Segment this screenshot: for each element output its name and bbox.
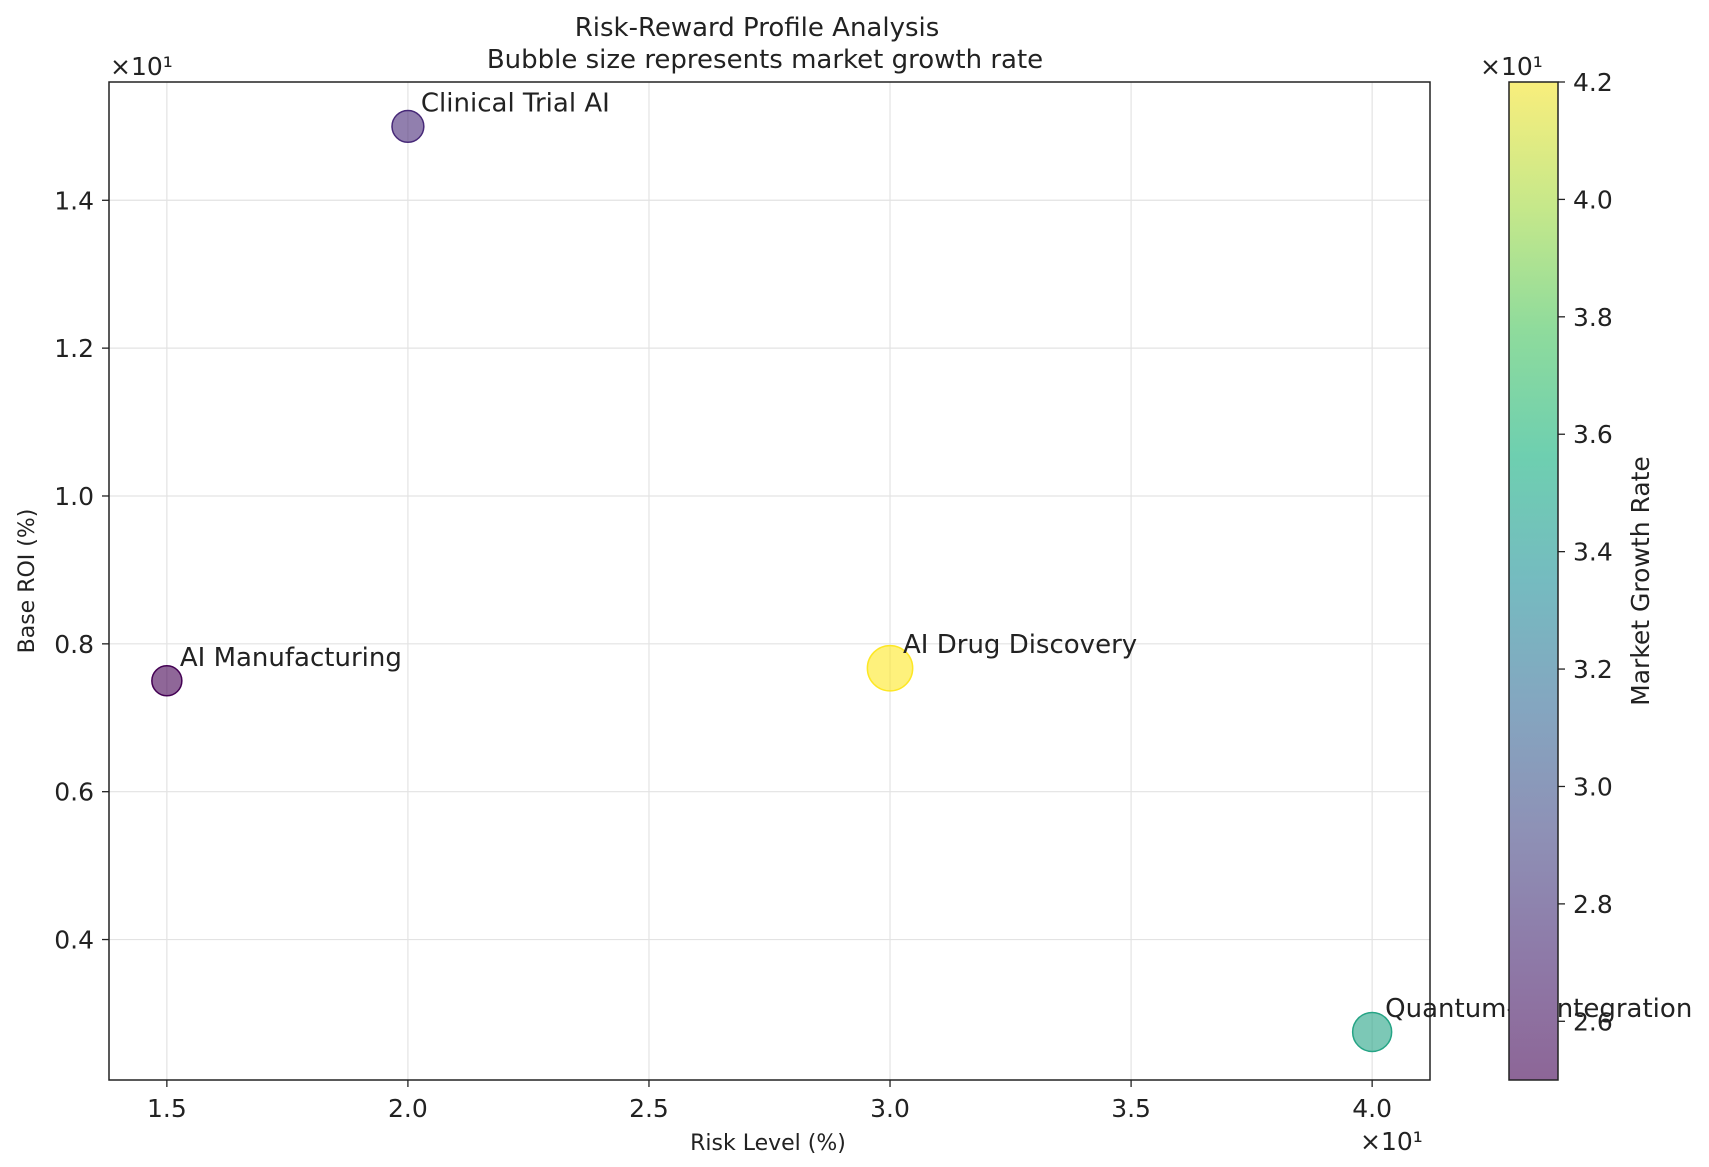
y-tick-label: 1.2 xyxy=(54,334,94,363)
colorbar-label: Market Growth Rate xyxy=(1626,456,1655,706)
chart-subtitle: Bubble size represents market growth rat… xyxy=(487,45,1043,75)
colorbar-tick-label: 2.8 xyxy=(1573,890,1613,919)
colorbar-tick-label: 4.0 xyxy=(1573,185,1613,214)
bubble-point xyxy=(151,665,183,697)
y-tick-label: 1.0 xyxy=(54,482,94,511)
bubble-label: Clinical Trial AI xyxy=(421,88,610,118)
x-tick-label: 2.5 xyxy=(629,1094,669,1123)
colorbar-tick-label: 2.6 xyxy=(1573,1007,1613,1036)
colorbar-multiplier: ×10¹ xyxy=(1480,52,1543,81)
x-tick-label: 1.5 xyxy=(147,1094,187,1123)
colorbar-tick-label: 3.0 xyxy=(1573,772,1613,801)
y-axis-label: Base ROI (%) xyxy=(15,509,40,654)
colorbar-tick-label: 3.6 xyxy=(1573,420,1613,449)
y-tick-label: 0.4 xyxy=(54,926,94,955)
x-tick-label: 3.0 xyxy=(870,1094,910,1123)
x-axis-label: Risk Level (%) xyxy=(690,1131,846,1156)
bubble-series: AI Manufacturing Clinical Trial AI AI Drug… xyxy=(151,88,1692,1053)
bubble-point xyxy=(1351,1011,1393,1053)
chart-title: Risk-Reward Profile Analysis xyxy=(575,13,940,43)
grid xyxy=(109,82,1430,1080)
y-tick-label: 0.8 xyxy=(54,630,94,659)
colorbar-tick-label: 3.8 xyxy=(1573,303,1613,332)
y-tick-label: 1.4 xyxy=(54,186,94,215)
x-axis-multiplier: ×10¹ xyxy=(1360,1127,1423,1156)
bubble-point xyxy=(391,109,425,144)
bubble-point xyxy=(866,644,914,692)
colorbar-tick-label: 4.2 xyxy=(1573,68,1613,97)
plot-area-frame xyxy=(108,81,1431,1081)
x-axis-ticks: 1.5 2.0 2.5 3.0 3.5 4.0 xyxy=(147,1080,1392,1123)
y-axis-ticks: 0.4 0.6 0.8 1.0 1.2 1.4 xyxy=(54,186,109,955)
y-axis-multiplier: ×10¹ xyxy=(110,52,173,81)
colorbar-tick-label: 3.2 xyxy=(1573,655,1613,684)
colorbar-tick-label: 3.4 xyxy=(1573,538,1613,567)
y-tick-label: 0.6 xyxy=(54,778,94,807)
x-tick-label: 3.5 xyxy=(1111,1094,1151,1123)
bubble-label: AI Drug Discovery xyxy=(903,630,1137,660)
colorbar-ticks: 2.6 2.8 3.0 3.2 3.4 3.6 3.8 4.0 4.2 xyxy=(1558,68,1613,1036)
bubble-label: AI Manufacturing xyxy=(180,643,402,673)
x-tick-label: 2.0 xyxy=(388,1094,428,1123)
colorbar xyxy=(1508,81,1559,1081)
x-tick-label: 4.0 xyxy=(1352,1094,1392,1123)
